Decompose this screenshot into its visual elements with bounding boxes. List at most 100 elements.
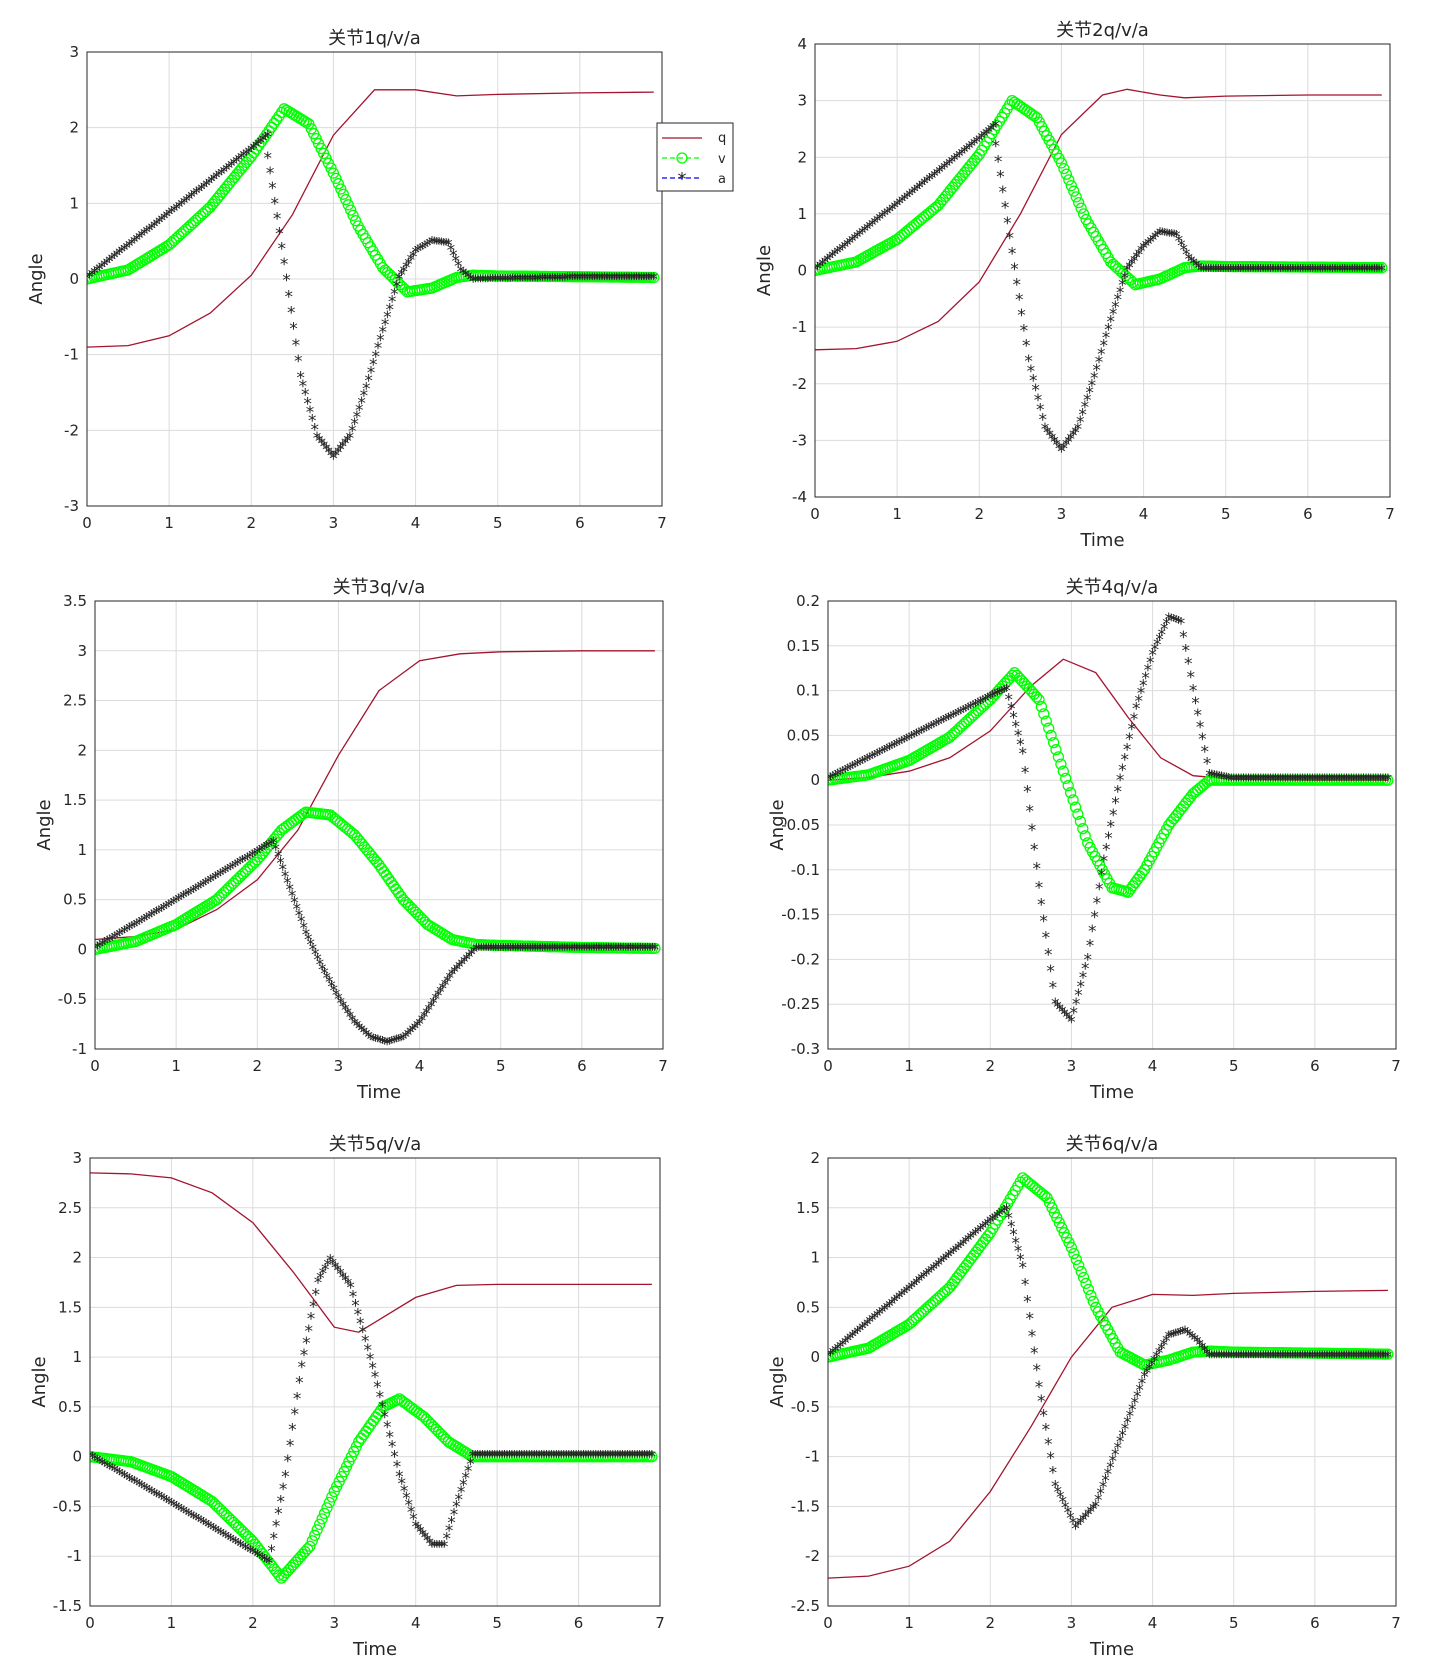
series-a-point: *	[1049, 979, 1058, 999]
series-a-point: *	[1021, 1276, 1030, 1296]
series-a-point: *	[430, 1537, 439, 1557]
series-a-point: *	[508, 271, 517, 291]
series-a-point: *	[1355, 262, 1364, 282]
series-a-point: *	[278, 240, 287, 260]
series-a-point: *	[1139, 239, 1148, 259]
y-tick-label: 0.5	[58, 1398, 82, 1416]
series-a-point: *	[928, 169, 937, 189]
series-a-point: *	[187, 1507, 196, 1527]
series-a-point: *	[256, 134, 265, 154]
series-a-point: *	[466, 270, 475, 290]
series-a-point: *	[486, 272, 495, 292]
series-v-point	[1082, 1283, 1095, 1296]
series-a-point: *	[152, 904, 161, 924]
series-a-point: *	[1244, 262, 1253, 282]
series-a-point: *	[1069, 1514, 1078, 1534]
series-a-point: *	[619, 940, 628, 960]
series-a-point: *	[246, 1543, 255, 1563]
series-a-point: *	[1000, 683, 1009, 703]
series-a-point: *	[466, 1455, 475, 1475]
series-v-point	[1073, 196, 1085, 209]
series-a-point: *	[640, 1448, 649, 1468]
series-a-point: *	[1215, 769, 1224, 789]
series-a-point: *	[1076, 1514, 1085, 1534]
series-a-point: *	[125, 237, 134, 257]
series-a-point: *	[1249, 1348, 1258, 1368]
series-a-point: *	[327, 446, 336, 466]
series-a-point: *	[101, 935, 110, 955]
series-a-point: *	[492, 940, 501, 960]
series-v-point	[1376, 262, 1388, 274]
series-a-point: *	[945, 155, 954, 175]
series-a-point: *	[125, 920, 134, 940]
series-a-point: *	[564, 1448, 573, 1468]
series-a-point: *	[858, 1319, 867, 1339]
series-a-point: *	[816, 258, 825, 278]
series-a-point: *	[518, 271, 527, 291]
series-a-point: *	[537, 1448, 546, 1468]
series-a-point: *	[489, 272, 498, 292]
series-a-point: *	[645, 1448, 654, 1468]
series-a-point: *	[501, 271, 510, 291]
series-a-point: *	[1012, 1234, 1021, 1254]
series-a-point: *	[349, 1287, 358, 1307]
series-a-point: *	[1044, 1435, 1053, 1455]
series-a-point: *	[1347, 1348, 1356, 1368]
series-a-point: *	[381, 1408, 390, 1428]
data-layer: ****************************************…	[83, 89, 660, 469]
series-a-point: *	[998, 684, 1007, 704]
series-a-point: *	[1261, 771, 1270, 791]
series-a-point: *	[949, 1244, 958, 1264]
series-a-point: *	[85, 268, 94, 288]
x-tick-label: 0	[85, 1614, 95, 1632]
series-a-point: *	[1291, 262, 1300, 282]
series-a-point: *	[1002, 682, 1011, 702]
series-a-point: *	[1266, 262, 1275, 282]
series-a-point: *	[436, 983, 445, 1003]
series-a-point: *	[1025, 1310, 1034, 1330]
series-q-line	[815, 88, 1382, 351]
series-a-point: *	[1148, 1356, 1157, 1376]
series-a-point: *	[1342, 1348, 1351, 1368]
series-a-point: *	[258, 1550, 267, 1570]
series-a-point: *	[385, 1428, 394, 1448]
series-a-point: *	[609, 940, 618, 960]
series-a-point: *	[187, 884, 196, 904]
series-a-point: *	[505, 1448, 514, 1468]
series-a-point: *	[196, 878, 205, 898]
series-v-point	[1065, 179, 1077, 192]
series-a-point: *	[495, 1448, 504, 1468]
series-a-point: *	[633, 1448, 642, 1468]
series-a-point: *	[229, 1532, 238, 1552]
series-a-point: *	[128, 1472, 137, 1492]
series-a-point: *	[1227, 771, 1236, 791]
series-a-point: *	[846, 234, 855, 254]
series-a-point: *	[841, 1334, 850, 1354]
series-a-point: *	[1167, 227, 1176, 247]
series-a-point: *	[1264, 1348, 1273, 1368]
series-a-point: *	[940, 159, 949, 179]
series-a-point: *	[209, 1521, 218, 1541]
series-a-point: *	[1195, 1336, 1204, 1356]
y-tick-label: 3	[797, 92, 807, 110]
y-tick-label: 0.5	[796, 1298, 820, 1316]
series-a-point: *	[1083, 950, 1092, 970]
series-v-point	[1070, 191, 1082, 203]
series-a-point: *	[83, 270, 92, 290]
series-a-point: *	[650, 270, 659, 290]
series-a-point: *	[383, 1035, 392, 1055]
series-v-point	[1085, 1289, 1097, 1302]
series-a-point: *	[192, 881, 201, 901]
x-tick-label: 0	[90, 1057, 100, 1075]
series-a-point: *	[1236, 262, 1245, 282]
series-a-point: *	[912, 1274, 921, 1294]
series-a-point: *	[88, 266, 97, 286]
series-a-point: *	[1313, 262, 1322, 282]
series-a-point: *	[1133, 1387, 1142, 1407]
series-a-point: *	[428, 234, 437, 254]
series-a-point: *	[895, 735, 904, 755]
series-a-point: *	[949, 708, 958, 728]
series-a-point: *	[995, 1206, 1004, 1226]
series-a-point: *	[355, 1019, 364, 1039]
x-tick-label: 3	[1057, 505, 1067, 523]
